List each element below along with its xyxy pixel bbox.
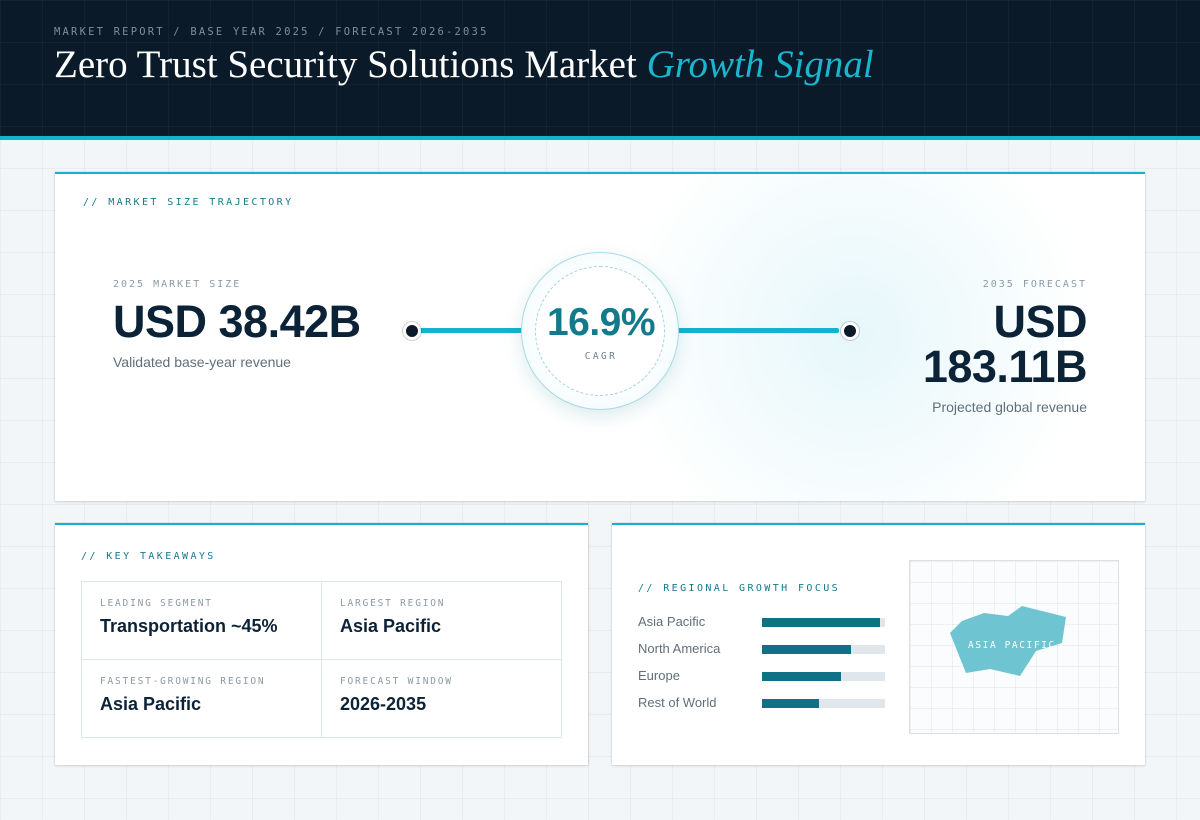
takeaway-value: Transportation ~45%	[100, 616, 278, 636]
report-header: MARKET REPORT / BASE YEAR 2025 / FORECAS…	[0, 0, 1200, 140]
region-row: Rest of World	[638, 693, 888, 713]
region-name: North America	[638, 641, 721, 656]
trajectory-line-right	[677, 328, 839, 333]
page-title: Zero Trust Security Solutions Market Gro…	[54, 42, 874, 87]
takeaway-fastest-growing-region: FASTEST-GROWING REGION Asia Pacific	[82, 660, 322, 738]
cagr-value: 16.9%	[546, 301, 656, 344]
forecast-caption: 2035 FORECAST	[982, 279, 1087, 290]
end-point-dot	[841, 322, 859, 340]
takeaway-leading-segment: LEADING SEGMENT Transportation ~45%	[82, 582, 322, 660]
trajectory-line-left	[419, 328, 523, 333]
region-map: ASIA PACIFIC	[909, 560, 1119, 734]
region-bar-track	[762, 672, 885, 681]
map-region-label: ASIA PACIFIC	[968, 640, 1056, 651]
page-title-main: Zero Trust Security Solutions Market	[54, 43, 647, 86]
section-label-takeaways: // KEY TAKEAWAYS	[81, 551, 216, 562]
cagr-label: CAGR	[584, 351, 618, 362]
takeaway-largest-region: LARGEST REGION Asia Pacific	[322, 582, 562, 660]
region-bar-fill	[762, 672, 841, 681]
takeaway-forecast-window: FORECAST WINDOW 2026-2035	[322, 660, 562, 738]
takeaway-label: LARGEST REGION	[340, 598, 446, 609]
region-name: Asia Pacific	[638, 614, 706, 629]
takeaways-grid: LEADING SEGMENT Transportation ~45% LARG…	[81, 581, 562, 738]
takeaway-value: Asia Pacific	[100, 694, 202, 714]
takeaway-value: 2026-2035	[340, 694, 427, 714]
key-takeaways-card: // KEY TAKEAWAYS LEADING SEGMENT Transpo…	[55, 523, 588, 765]
page-title-accent: Growth Signal	[646, 43, 874, 86]
region-bar-track	[762, 618, 885, 627]
takeaway-label: FORECAST WINDOW	[340, 676, 453, 687]
base-year-subtitle: Validated base-year revenue	[113, 354, 291, 370]
breadcrumb: MARKET REPORT / BASE YEAR 2025 / FORECAS…	[54, 26, 489, 38]
cagr-inner-ring: 16.9% CAGR	[535, 266, 665, 396]
takeaway-label: FASTEST-GROWING REGION	[100, 676, 266, 687]
region-bar-track	[762, 699, 885, 708]
region-bar-fill	[762, 645, 851, 654]
base-year-value: USD 38.42B	[113, 296, 361, 347]
start-point-dot	[403, 322, 421, 340]
cagr-ring: 16.9% CAGR	[521, 252, 679, 410]
region-row: Europe	[638, 666, 888, 686]
forecast-subtitle: Projected global revenue	[932, 399, 1087, 415]
region-row: North America	[638, 639, 888, 659]
takeaway-value: Asia Pacific	[340, 616, 442, 636]
region-row: Asia Pacific	[638, 612, 888, 632]
forecast-value: USD 183.11B	[922, 296, 1088, 392]
market-size-trajectory-card: // MARKET SIZE TRAJECTORY 2025 MARKET SI…	[55, 172, 1145, 501]
region-bar-track	[762, 645, 885, 654]
region-bar-fill	[762, 618, 881, 627]
section-label-regional: // REGIONAL GROWTH FOCUS	[638, 583, 841, 594]
asia-pacific-map-shape	[950, 606, 1066, 676]
region-name: Rest of World	[638, 695, 717, 710]
base-year-caption: 2025 MARKET SIZE	[113, 279, 242, 290]
section-label-trajectory: // MARKET SIZE TRAJECTORY	[83, 197, 294, 208]
takeaway-label: LEADING SEGMENT	[100, 598, 213, 609]
regional-growth-card: // REGIONAL GROWTH FOCUS Asia Pacific No…	[612, 523, 1145, 765]
region-bar-fill	[762, 699, 819, 708]
region-name: Europe	[638, 668, 680, 683]
